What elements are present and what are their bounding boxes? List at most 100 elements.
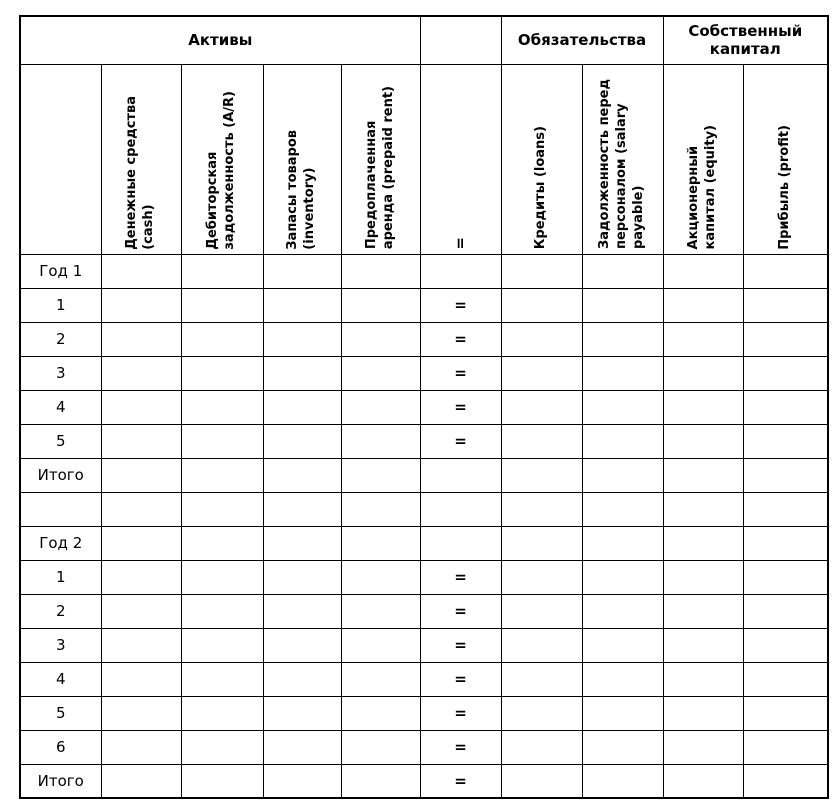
row-label: 5 [19, 423, 102, 459]
cell-inventory [262, 253, 342, 289]
row-label: Итого [19, 457, 102, 493]
cell-accounts-receivable [180, 695, 264, 731]
cell-loans [500, 627, 583, 663]
cell-profit [742, 457, 829, 493]
cell-loans [500, 321, 583, 357]
cell-cash [100, 423, 182, 459]
cell-prepaid-rent [340, 627, 421, 663]
cell-profit [742, 389, 829, 425]
equals-cell [419, 525, 502, 561]
cell-inventory [262, 355, 342, 391]
cell-cash [100, 321, 182, 357]
group-header-row: Активы Обязательства Собственный капитал [19, 15, 829, 65]
row-label: 4 [19, 661, 102, 697]
row-label: Итого [19, 763, 102, 799]
equals-cell: = [419, 695, 502, 731]
cell-inventory [262, 695, 342, 731]
cell-equity [662, 661, 744, 697]
cell-equity [662, 321, 744, 357]
cell-salary-payable [581, 457, 664, 493]
table-row: 4 = [19, 661, 829, 697]
cell-inventory [262, 287, 342, 323]
cell-cash [100, 661, 182, 697]
equals-cell: = [419, 593, 502, 629]
cell-inventory [262, 457, 342, 493]
cell-accounts-receivable [180, 763, 264, 799]
cell-cash [100, 253, 182, 289]
cell-profit [742, 423, 829, 459]
cell-loans [500, 593, 583, 629]
equals-cell: = [419, 389, 502, 425]
column-header-prepaid-rent-cell: Предоплаченная аренда (prepaid rent) [340, 63, 421, 255]
cell-cash [100, 491, 182, 527]
column-header-cash-cell: Денежные средства (cash) [100, 63, 182, 255]
cell-accounts-receivable [180, 287, 264, 323]
cell-equity [662, 491, 744, 527]
row-label [19, 491, 102, 527]
group-header-owners-equity: Собственный капитал [662, 15, 829, 65]
cell-loans [500, 389, 583, 425]
cell-cash [100, 559, 182, 595]
row-label: 5 [19, 695, 102, 731]
row-label: Год 2 [19, 525, 102, 561]
cell-equity [662, 695, 744, 731]
balance-sheet-table: Активы Обязательства Собственный капитал… [19, 15, 830, 799]
cell-prepaid-rent [340, 389, 421, 425]
cell-loans [500, 457, 583, 493]
row-label: 1 [19, 287, 102, 323]
table-row-spacer [19, 491, 829, 527]
equals-cell: = [419, 661, 502, 697]
cell-profit [742, 525, 829, 561]
cell-salary-payable [581, 321, 664, 357]
cell-cash [100, 729, 182, 765]
cell-prepaid-rent [340, 423, 421, 459]
column-header-profit: Прибыль (profit) [776, 124, 792, 250]
equals-cell: = [419, 627, 502, 663]
cell-salary-payable [581, 525, 664, 561]
table-row-total-year1: Итого [19, 457, 829, 493]
equals-cell: = [419, 355, 502, 391]
cell-equity [662, 593, 744, 629]
cell-profit [742, 661, 829, 697]
table-row: 2 = [19, 321, 829, 357]
equals-cell [419, 457, 502, 493]
cell-equity [662, 525, 744, 561]
cell-accounts-receivable [180, 457, 264, 493]
cell-loans [500, 491, 583, 527]
cell-inventory [262, 763, 342, 799]
cell-accounts-receivable [180, 389, 264, 425]
equals-cell: = [419, 763, 502, 799]
cell-equity [662, 253, 744, 289]
cell-inventory [262, 423, 342, 459]
equals-sign-rotated: = [450, 236, 469, 250]
cell-profit [742, 695, 829, 731]
cell-loans [500, 355, 583, 391]
table-row: 1 = [19, 287, 829, 323]
row-label: 1 [19, 559, 102, 595]
cell-equity [662, 389, 744, 425]
cell-cash [100, 525, 182, 561]
cell-prepaid-rent [340, 661, 421, 697]
cell-prepaid-rent [340, 287, 421, 323]
cell-prepaid-rent [340, 593, 421, 629]
cell-prepaid-rent [340, 729, 421, 765]
cell-accounts-receivable [180, 661, 264, 697]
cell-prepaid-rent [340, 253, 421, 289]
row-label: 3 [19, 355, 102, 391]
column-header-loans: Кредиты (loans) [533, 126, 549, 250]
cell-prepaid-rent [340, 321, 421, 357]
equals-cell: = [419, 321, 502, 357]
cell-profit [742, 559, 829, 595]
column-header-cash: Денежные средства (cash) [124, 95, 156, 250]
column-header-equals-cell: = [419, 63, 502, 255]
table-row-year2: Год 2 [19, 525, 829, 561]
cell-inventory [262, 661, 342, 697]
table-row: 1 = [19, 559, 829, 595]
cell-salary-payable [581, 559, 664, 595]
row-label: 2 [19, 593, 102, 629]
cell-loans [500, 695, 583, 731]
cell-salary-payable [581, 423, 664, 459]
cell-equity [662, 559, 744, 595]
cell-loans [500, 423, 583, 459]
